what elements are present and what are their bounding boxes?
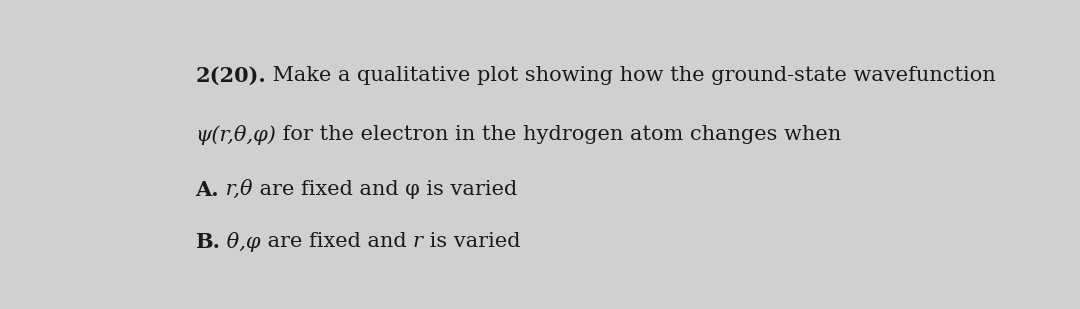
- Text: ψ(r,θ,φ): ψ(r,θ,φ): [195, 125, 276, 145]
- Text: are fixed and φ is varied: are fixed and φ is varied: [253, 180, 516, 199]
- Text: Make a qualitative plot showing how the ground-state wavefunction: Make a qualitative plot showing how the …: [266, 66, 996, 85]
- Text: are fixed and: are fixed and: [260, 232, 413, 251]
- Text: θ,φ: θ,φ: [220, 232, 260, 252]
- Text: B.: B.: [195, 232, 220, 252]
- Text: r,θ: r,θ: [219, 180, 253, 199]
- Text: is varied: is varied: [423, 232, 521, 251]
- Text: A.: A.: [195, 180, 219, 200]
- Text: for the electron in the hydrogen atom changes when: for the electron in the hydrogen atom ch…: [276, 125, 841, 144]
- Text: 2(20).: 2(20).: [195, 66, 266, 86]
- Text: r: r: [413, 232, 423, 251]
